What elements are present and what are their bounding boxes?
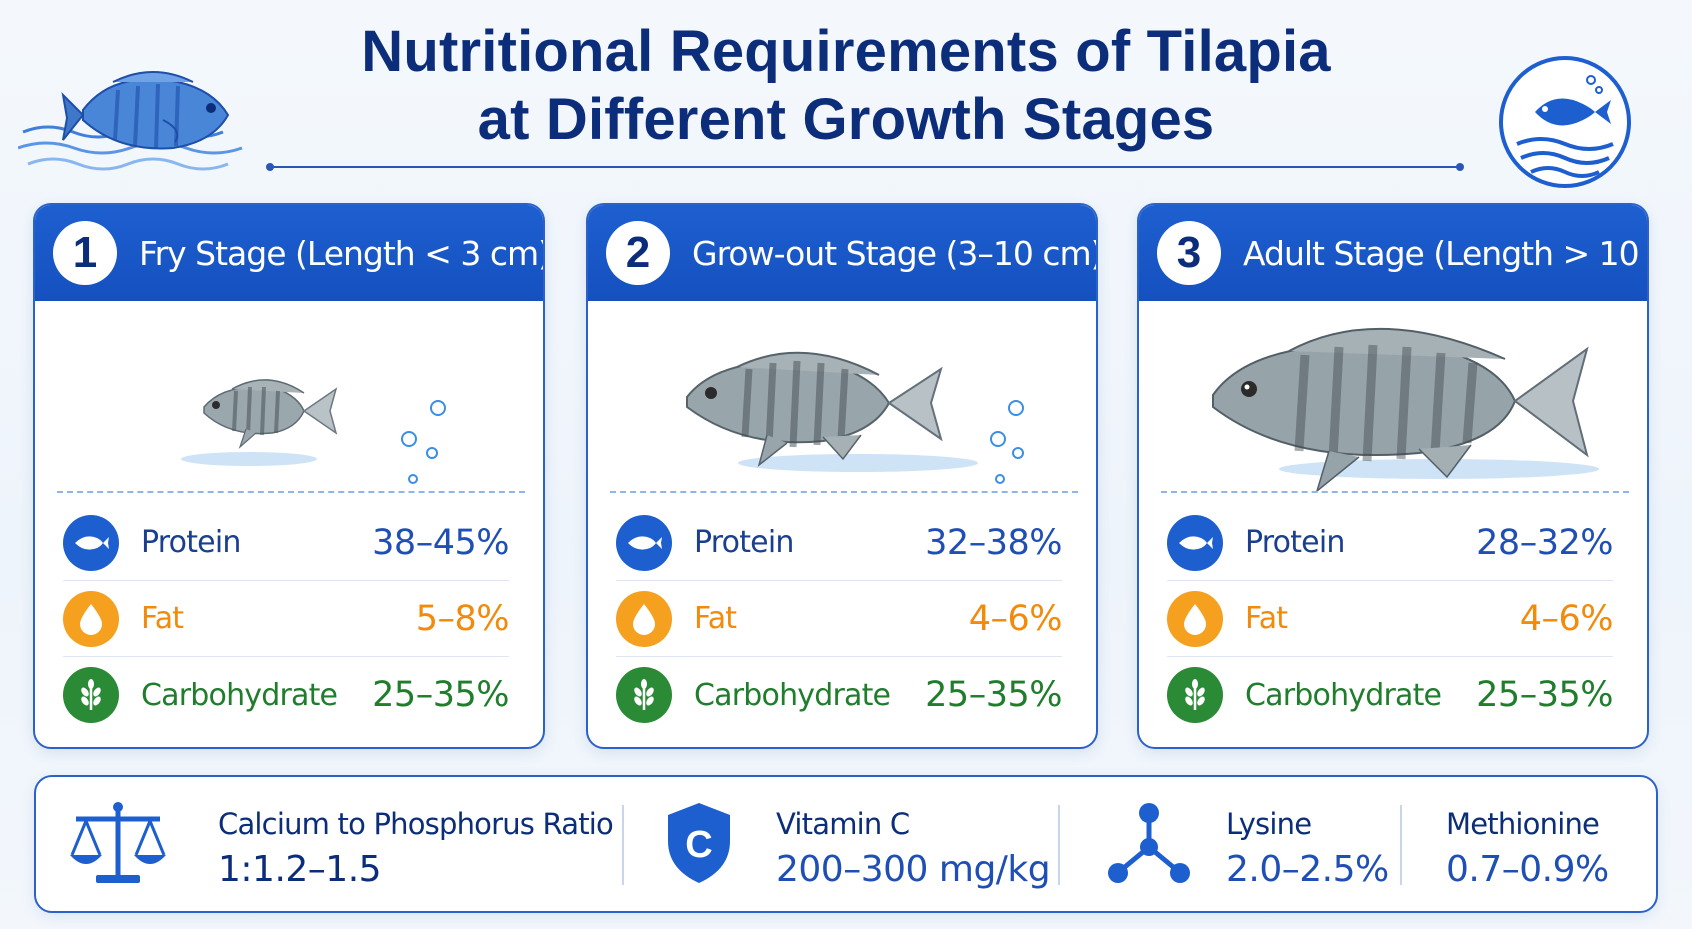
lysine-label: Lysine (1226, 807, 1312, 841)
stage-card-grow-out: 2 Grow-out Stage (3–10 cm) (586, 203, 1098, 749)
stage-card-fry: 1 Fry Stage (Length < 3 cm) Protei (33, 203, 545, 749)
stage-title: Fry Stage (Length < 3 cm) (139, 233, 545, 273)
nutrient-value: 28–32% (1476, 522, 1613, 563)
page-title: Nutritional Requirements of Tilapia at D… (200, 18, 1492, 154)
footer-item-calcium: Calcium to Phosphorus Ratio 1:1.2–1.5 (36, 777, 626, 911)
title-divider (266, 163, 1464, 171)
nutrient-value: 25–35% (925, 675, 1062, 715)
calcium-label: Calcium to Phosphorus Ratio (218, 807, 614, 841)
methionine-label: Methionine (1446, 807, 1600, 841)
droplet-icon (616, 590, 672, 647)
molecule-icon (1108, 803, 1190, 883)
title-line-1: Nutritional Requirements of Tilapia (361, 19, 1331, 84)
balance-scale-icon (70, 802, 166, 883)
footer-item-vitamin-c: C Vitamin C 200–300 mg/kg (626, 777, 1056, 911)
nutrient-value: 32–38% (925, 522, 1062, 563)
nutrient-list: Protein 32–38% Fat 4–6% Carbohydrate 25–… (616, 505, 1063, 733)
grow-out-fish-illustration (588, 301, 1096, 493)
lysine-value: 2.0–2.5% (1226, 849, 1389, 890)
vitamin-c-value: 200–300 mg/kg (776, 849, 1051, 890)
nutrient-row-fat: Fat 4–6% (616, 581, 1063, 657)
nutrient-label: Carbohydrate (141, 677, 338, 713)
stage-number-badge: 3 (1157, 221, 1221, 285)
methionine-value: 0.7–0.9% (1446, 849, 1609, 890)
wheat-icon (1167, 667, 1223, 723)
nutrient-label: Fat (694, 601, 737, 636)
nutrient-value: 25–35% (372, 675, 509, 715)
footer-separator (1400, 805, 1402, 885)
section-divider (610, 491, 1078, 493)
nutrient-value: 38–45% (372, 522, 509, 563)
fish-badge-icon (1499, 56, 1631, 188)
footer-separator (622, 805, 624, 885)
footer-item-methionine: Methionine 0.7–0.9% (1404, 777, 1654, 911)
card-header: 2 Grow-out Stage (3–10 cm) (588, 205, 1096, 301)
footer-item-lysine: Lysine 2.0–2.5% (1062, 777, 1432, 911)
nutrient-value: 4–6% (968, 598, 1063, 639)
vitamin-c-label: Vitamin C (776, 807, 910, 841)
nutrient-list: Protein 28–32% Fat 4–6% Carbohydrate 25–… (1167, 505, 1614, 733)
section-divider (57, 491, 525, 493)
stage-title: Adult Stage (Length > 10 cm) (1243, 233, 1647, 273)
nutrient-row-carbohydrate: Carbohydrate 25–35% (1167, 657, 1613, 733)
adult-fish-illustration (1139, 301, 1647, 493)
tilapia-waves-illustration (18, 71, 243, 171)
nutrient-label: Fat (141, 601, 184, 636)
card-header: 1 Fry Stage (Length < 3 cm) (35, 205, 543, 301)
wheat-icon (616, 667, 672, 723)
section-divider (1161, 491, 1629, 493)
nutrient-label: Carbohydrate (1245, 677, 1442, 713)
droplet-icon (63, 590, 119, 647)
vitamin-c-shield-icon: C (668, 803, 730, 883)
card-header: 3 Adult Stage (Length > 10 cm) (1139, 205, 1647, 301)
stage-card-adult: 3 Adult Stage (Length > 10 cm) Protein (1137, 203, 1649, 749)
nutrient-row-fat: Fat 4–6% (1167, 581, 1614, 657)
nutrient-row-carbohydrate: Carbohydrate 25–35% (616, 657, 1062, 733)
nutrient-value: 5–8% (415, 598, 510, 639)
stage-title: Grow-out Stage (3–10 cm) (692, 233, 1098, 273)
wheat-icon (63, 667, 119, 723)
nutrient-value: 4–6% (1519, 598, 1614, 639)
nutrient-value: 25–35% (1476, 675, 1613, 715)
micronutrient-footer: Calcium to Phosphorus Ratio 1:1.2–1.5 C … (34, 775, 1658, 913)
nutrient-row-carbohydrate: Carbohydrate 25–35% (63, 657, 509, 733)
nutrient-list: Protein 38–45% Fat 5–8% Carbohydrate 25–… (63, 505, 510, 733)
nutrient-row-fat: Fat 5–8% (63, 581, 510, 657)
svg-text:C: C (685, 824, 712, 866)
nutrient-label: Carbohydrate (694, 677, 891, 713)
footer-separator (1058, 805, 1060, 885)
fish-icon (63, 514, 119, 571)
nutrient-label: Protein (1245, 525, 1345, 560)
nutrient-label: Protein (694, 525, 794, 560)
nutrient-label: Fat (1245, 601, 1288, 636)
nutrient-row-protein: Protein 38–45% (63, 505, 509, 581)
fish-icon (1167, 514, 1223, 571)
stage-number-badge: 1 (53, 221, 117, 285)
nutrient-row-protein: Protein 28–32% (1167, 505, 1613, 581)
nutrient-label: Protein (141, 525, 241, 560)
stage-number-badge: 2 (606, 221, 670, 285)
fry-fish-illustration (35, 301, 543, 493)
fish-icon (616, 514, 672, 571)
title-line-2: at Different Growth Stages (477, 87, 1215, 152)
droplet-icon (1167, 590, 1223, 647)
nutrient-row-protein: Protein 32–38% (616, 505, 1062, 581)
calcium-value: 1:1.2–1.5 (218, 849, 382, 890)
